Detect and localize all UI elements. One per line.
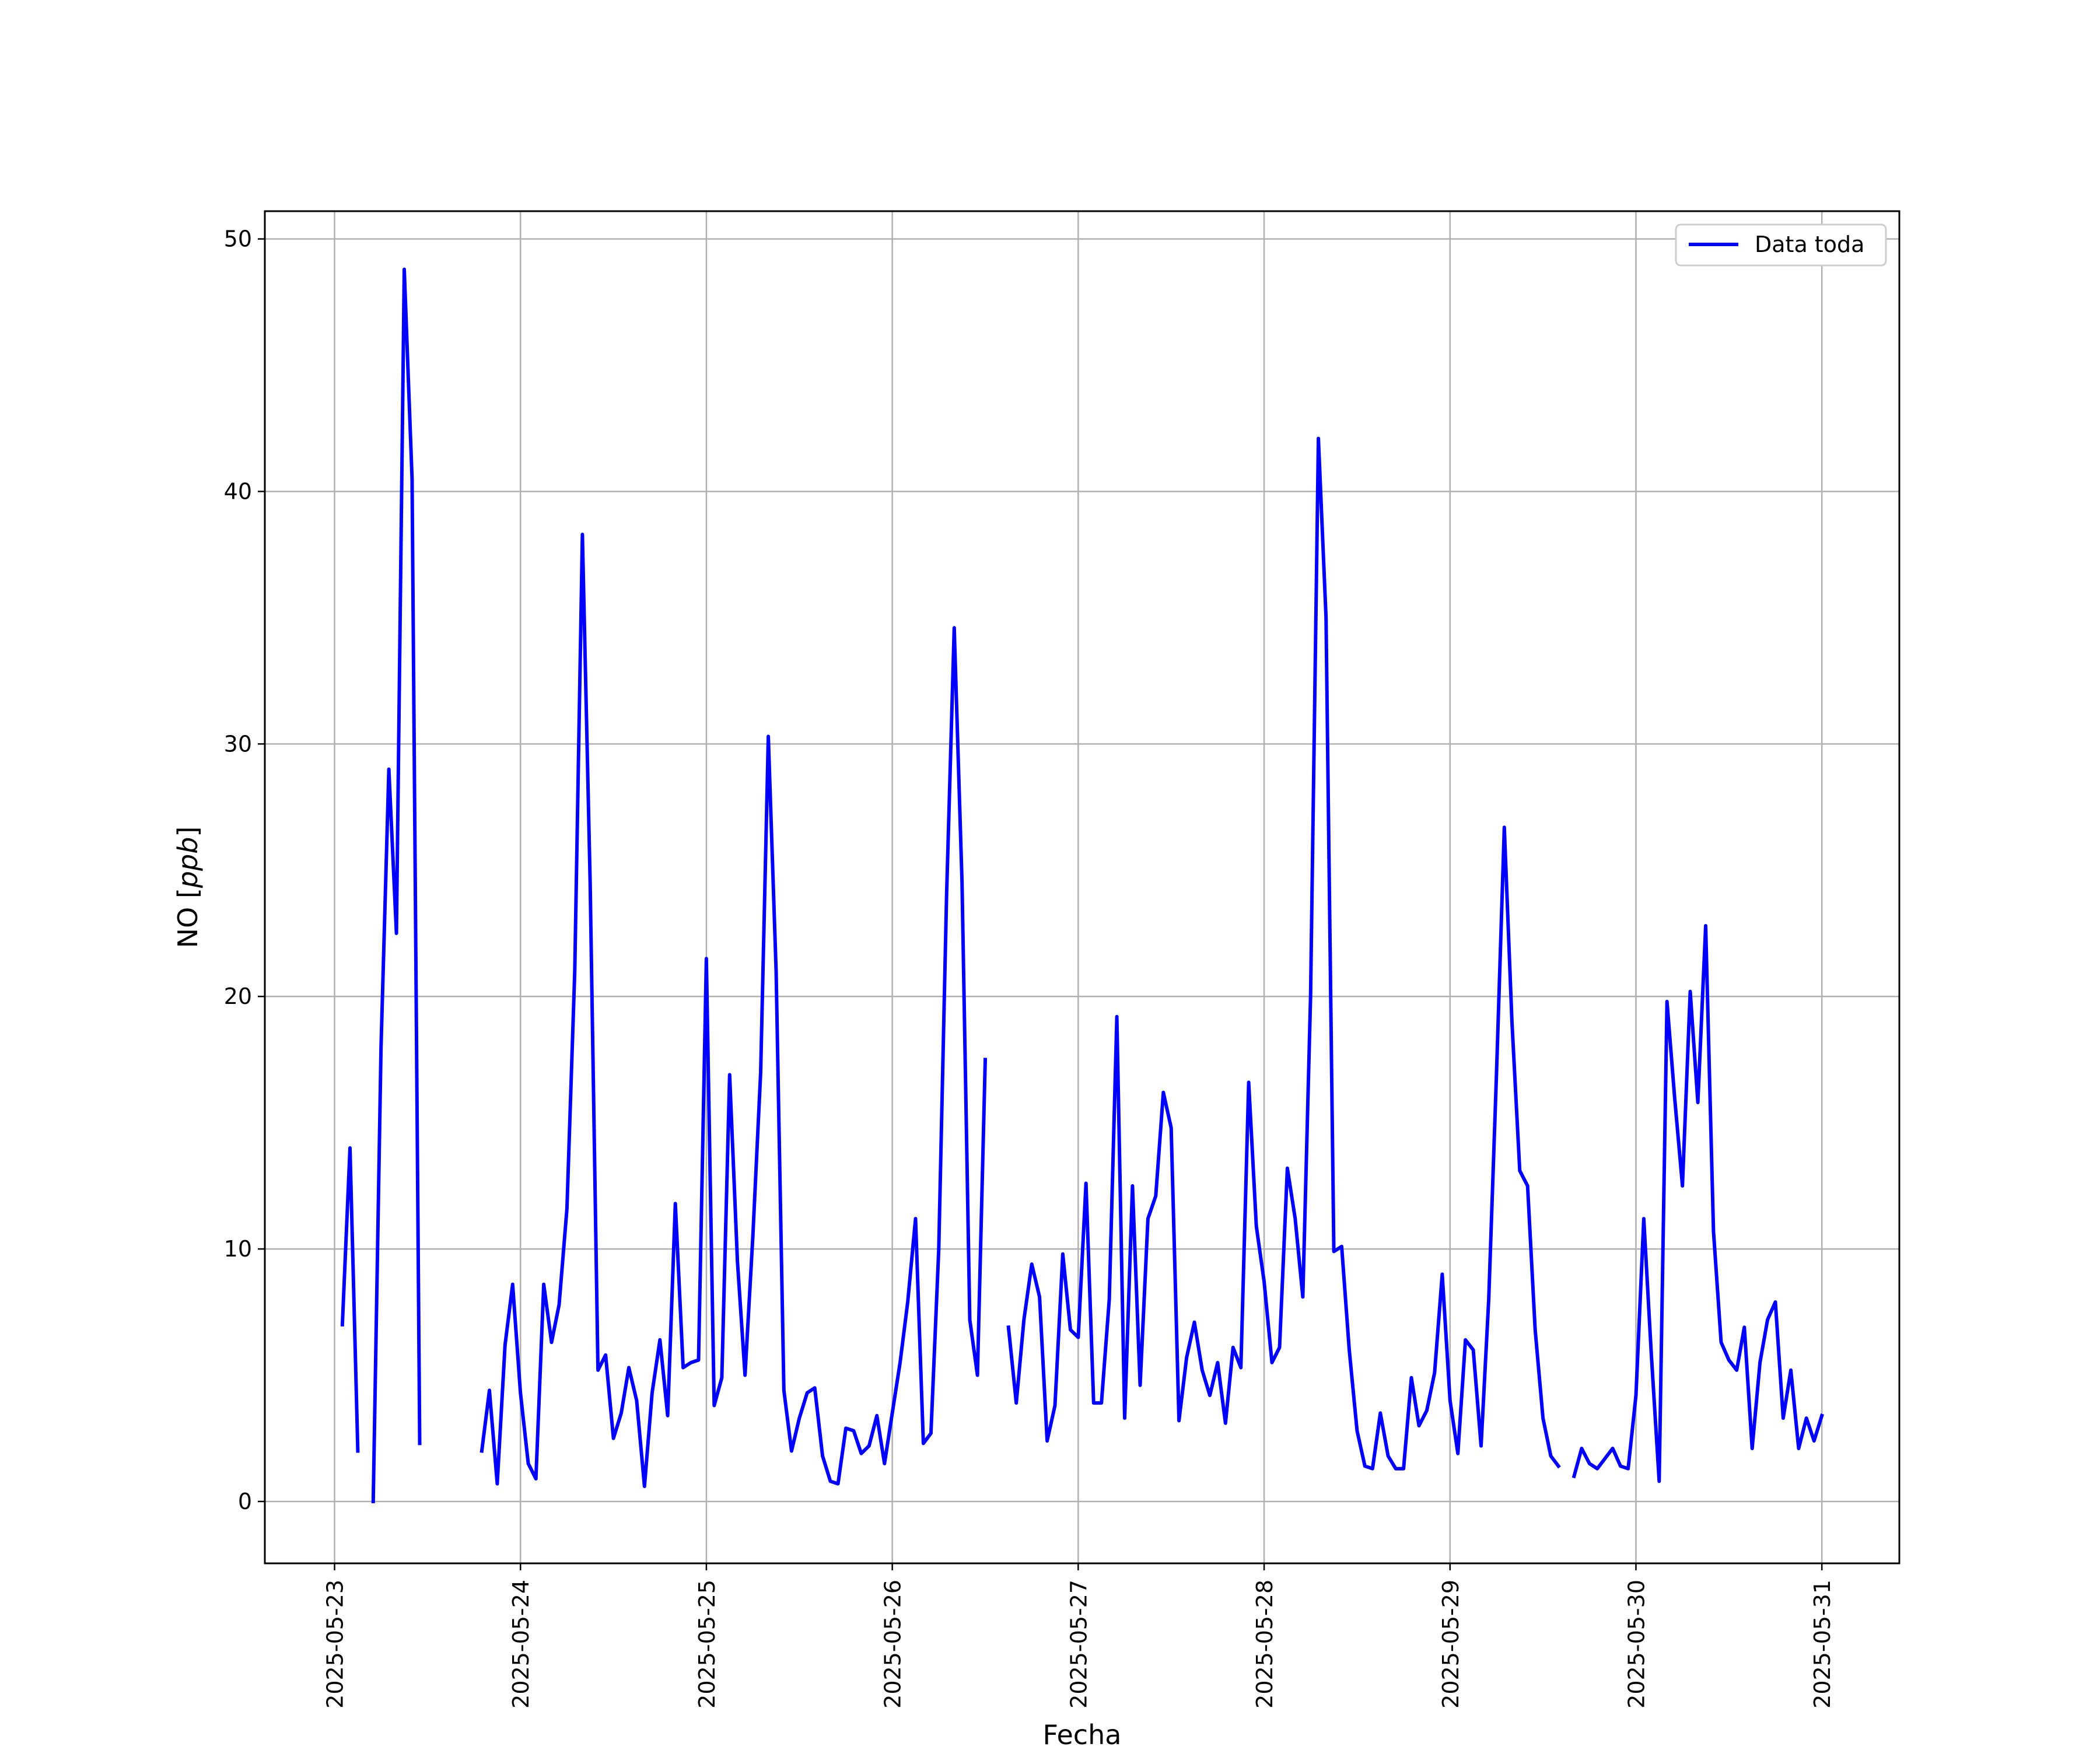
legend-label: Data toda [1755,232,1864,257]
y-tick-label: 0 [238,1489,252,1514]
x-tick-label: 2025-05-29 [1438,1580,1464,1709]
x-tick-label: 2025-05-31 [1810,1580,1835,1709]
y-axis-title-suffix: ] [172,827,204,837]
x-tick-label: 2025-05-23 [323,1580,348,1709]
y-axis-title: NO [ppb] [172,827,204,949]
x-tick-label: 2025-05-27 [1066,1580,1091,1709]
y-tick-label: 10 [224,1236,252,1262]
y-axis-title-unit: ppb [172,837,204,889]
plot-area [265,211,1899,1563]
series-line-segment-0-1 [371,267,422,1503]
x-axis-title: Fecha [1043,1719,1122,1750]
y-tick-label: 50 [224,226,252,252]
y-tick-label: 40 [224,478,252,504]
plot-frame [264,210,1901,1564]
series-line-segment-0-2 [480,533,988,1488]
x-tick-label: 2025-05-28 [1252,1580,1278,1709]
series-line-segment-0-3 [1006,436,1561,1471]
x-tick-label: 2025-05-26 [880,1580,906,1709]
x-tick-label: 2025-05-25 [694,1580,720,1709]
y-tick-label: 30 [224,731,252,757]
legend-box [1675,223,1887,267]
y-tick-label: 20 [224,984,252,1009]
series-layer [340,267,1824,1503]
y-axis-title-prefix: NO [ [172,888,204,948]
ticks: 0 10 20 30 40 50 2025-05-23 2025-05-24 2025-05-2… [224,226,1836,1709]
series-line-segment-0-4 [1572,924,1824,1483]
x-tick-label: 2025-05-30 [1623,1580,1649,1709]
series-line-segment-0-0 [340,1146,360,1453]
x-tick-label: 2025-05-24 [508,1580,534,1709]
legend: Data toda [1675,223,1887,267]
